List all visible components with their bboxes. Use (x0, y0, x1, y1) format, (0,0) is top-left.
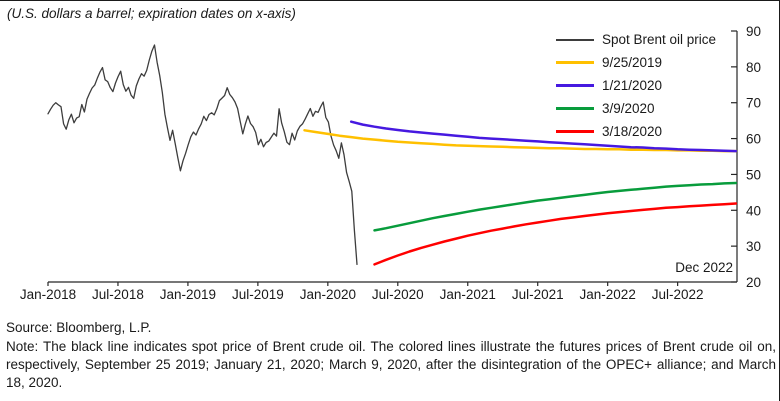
y-axis-label: 60 (746, 132, 761, 147)
series-line-3/9/2020 (373, 181, 738, 232)
legend-label: 9/25/2019 (602, 55, 663, 70)
legend-label: 1/21/2020 (602, 78, 663, 93)
x-axis-label: Jan-2021 (440, 287, 496, 302)
x-axis-label: Jan-2018 (20, 287, 76, 302)
x-axis-label: Jul-2019 (232, 287, 284, 302)
legend-item: 1/21/2020 (556, 74, 716, 97)
y-axis-label: 40 (746, 203, 761, 218)
x-axis-label: Jul-2022 (652, 287, 704, 302)
legend-item: 3/18/2020 (556, 120, 716, 143)
legend-line-swatch (556, 130, 594, 133)
x-axis-label: Jan-2020 (300, 287, 356, 302)
x-axis-label: Jan-2019 (160, 287, 216, 302)
legend: Spot Brent oil price 9/25/2019 1/21/2020 3/… (556, 28, 716, 143)
legend-line-swatch (556, 107, 594, 110)
series-line-Spot Brent oil price (47, 44, 358, 266)
legend-item: Spot Brent oil price (556, 28, 716, 51)
y-axis-label: 90 (746, 24, 761, 39)
legend-item: 3/9/2020 (556, 97, 716, 120)
y-axis-label: 50 (746, 167, 761, 182)
legend-line-swatch (556, 61, 594, 64)
y-axis-label: 80 (746, 60, 761, 75)
legend-item: 9/25/2019 (556, 51, 716, 74)
x-axis-label: Jan-2022 (580, 287, 636, 302)
y-axis-label: 20 (746, 275, 761, 290)
legend-label: 3/9/2020 (602, 101, 655, 116)
y-axis-label: 70 (746, 96, 761, 111)
legend-label: Spot Brent oil price (602, 32, 717, 47)
chart-subtitle: (U.S. dollars a barrel; expiration dates… (7, 6, 296, 21)
x-axis-label: Jul-2020 (372, 287, 424, 302)
y-axis-label: 30 (746, 239, 761, 254)
legend-line-swatch (556, 38, 594, 41)
series-line-1/21/2020 (349, 120, 738, 153)
x-axis-label: Jul-2018 (92, 287, 144, 302)
source-text: Source: Bloomberg, L.P. (6, 320, 152, 335)
series-line-9/25/2019 (303, 129, 738, 153)
x-axis-label: Jul-2021 (512, 287, 564, 302)
series-line-3/18/2020 (373, 202, 738, 266)
legend-label: 3/18/2020 (602, 124, 663, 139)
legend-line-swatch (556, 84, 594, 87)
futures-chart: Jan-2018 Jul-2018 Jan-2019 Jul-2019 Jan-2020… (20, 24, 761, 302)
note-text: Note: The black line indicates spot pric… (6, 339, 776, 390)
dec-2022-annotation: Dec 2022 (675, 260, 733, 275)
